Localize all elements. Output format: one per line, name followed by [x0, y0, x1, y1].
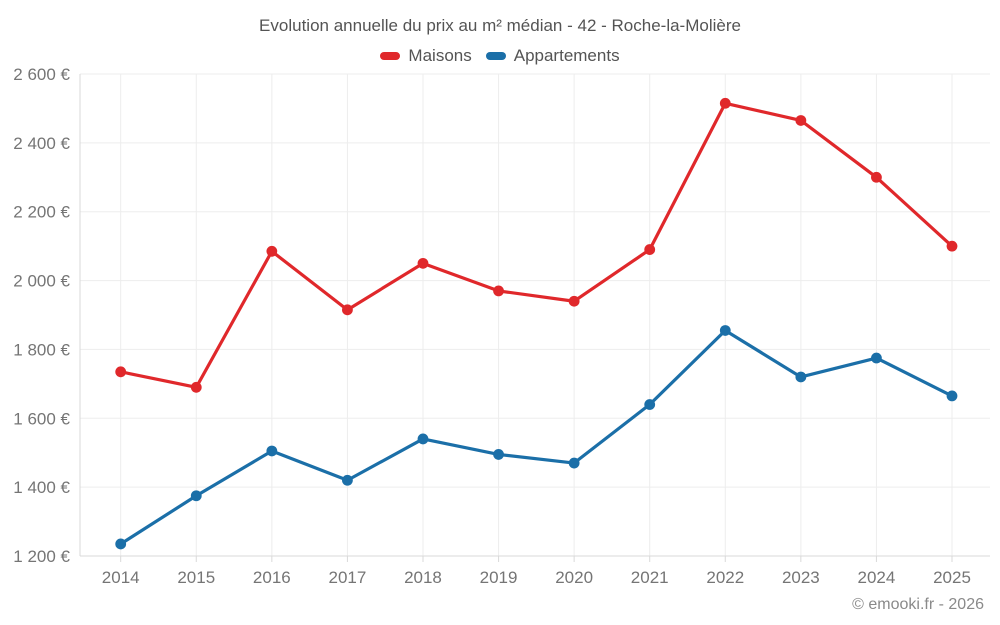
- x-tick-label: 2025: [933, 568, 971, 587]
- y-tick-label: 1 800 €: [13, 340, 70, 359]
- x-tick-label: 2022: [706, 568, 744, 587]
- data-point-appartements-2016[interactable]: [266, 445, 278, 457]
- data-point-appartements-2014[interactable]: [115, 538, 127, 550]
- chart-legend: Maisons Appartements: [0, 46, 1000, 66]
- data-point-maisons-2021[interactable]: [644, 244, 656, 255]
- data-point-maisons-2018[interactable]: [417, 257, 429, 269]
- copyright-credit: © emooki.fr - 2026: [852, 596, 984, 613]
- y-tick-label: 1 600 €: [13, 409, 70, 428]
- legend-item-maisons[interactable]: Maisons: [380, 46, 472, 66]
- legend-label-appartements: Appartements: [513, 46, 620, 65]
- x-tick-label: 2019: [480, 568, 518, 587]
- data-point-maisons-2024[interactable]: [871, 171, 882, 183]
- x-tick-label: 2023: [782, 568, 820, 587]
- x-tick-label: 2017: [329, 568, 367, 587]
- appartements-swatch-icon: [485, 52, 506, 60]
- data-point-appartements-2018[interactable]: [417, 433, 429, 445]
- data-point-appartements-2021[interactable]: [644, 399, 656, 410]
- y-tick-label: 2 200 €: [13, 203, 70, 222]
- y-tick-label: 1 200 €: [13, 547, 70, 566]
- x-tick-label: 2024: [858, 568, 896, 587]
- data-point-maisons-2015[interactable]: [190, 381, 202, 393]
- data-point-maisons-2017[interactable]: [342, 304, 353, 316]
- x-tick-label: 2018: [404, 568, 442, 587]
- legend-item-appartements[interactable]: Appartements: [485, 46, 620, 66]
- x-tick-label: 2021: [631, 568, 669, 587]
- y-tick-label: 2 000 €: [13, 272, 70, 291]
- data-point-appartements-2022[interactable]: [719, 325, 731, 336]
- chart-title: Evolution annuelle du prix au m² médian …: [259, 16, 741, 35]
- data-point-maisons-2020[interactable]: [568, 295, 580, 307]
- data-point-appartements-2015[interactable]: [190, 490, 202, 502]
- data-point-maisons-2023[interactable]: [795, 115, 807, 126]
- x-tick-label: 2014: [102, 568, 140, 587]
- y-tick-label: 1 400 €: [13, 478, 70, 497]
- data-point-maisons-2025[interactable]: [946, 240, 958, 252]
- y-tick-label: 2 400 €: [13, 134, 70, 153]
- data-point-maisons-2014[interactable]: [115, 366, 127, 378]
- data-point-appartements-2025[interactable]: [946, 390, 958, 402]
- x-tick-label: 2016: [253, 568, 291, 587]
- data-point-appartements-2017[interactable]: [342, 474, 353, 486]
- x-tick-label: 2015: [177, 568, 215, 587]
- series-line-maisons: [119, 101, 954, 389]
- data-point-maisons-2019[interactable]: [493, 285, 504, 297]
- data-point-maisons-2022[interactable]: [719, 97, 731, 109]
- series-line-appartements: [119, 328, 954, 546]
- data-point-maisons-2016[interactable]: [266, 245, 278, 257]
- x-tick-label: 2020: [555, 568, 593, 587]
- maisons-swatch-icon: [380, 52, 401, 60]
- data-point-appartements-2023[interactable]: [795, 371, 807, 383]
- y-tick-label: 2 600 €: [13, 65, 70, 84]
- data-point-appartements-2019[interactable]: [493, 449, 504, 460]
- legend-label-maisons: Maisons: [408, 46, 472, 65]
- data-point-appartements-2020[interactable]: [568, 457, 580, 469]
- data-point-appartements-2024[interactable]: [871, 352, 882, 364]
